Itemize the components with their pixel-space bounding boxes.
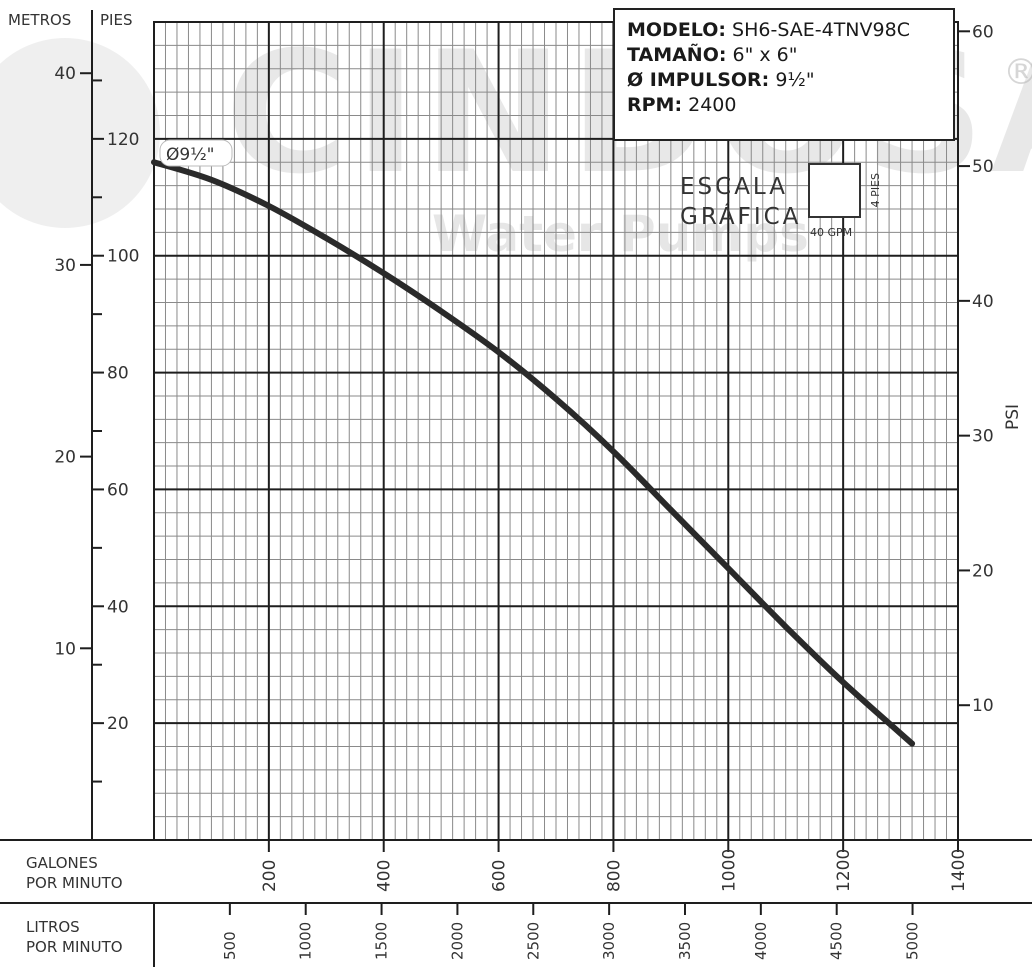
axis-label-gpm-line1: GALONES (26, 854, 98, 872)
info-model-label: MODELO: (627, 19, 726, 41)
info-size-value: 6" x 6" (732, 44, 798, 66)
info-model-value: SH6-SAE-4TNV98C (732, 19, 910, 41)
psi-tick-label: 10 (972, 696, 994, 716)
info-size-row: TAMAÑO: 6" x 6" (627, 43, 941, 68)
metros-tick-label: 40 (54, 64, 76, 84)
lpm-tick-label: 1000 (297, 922, 315, 960)
info-size-label: TAMAÑO: (627, 44, 727, 66)
scale-legend-text: ESCALA GRÁFICA (680, 172, 801, 232)
curve-label: Ø9½" (166, 145, 215, 165)
pies-tick-label: 40 (107, 597, 129, 617)
chart-ticks: 20 40 60 80 100 120 10 20 30 40 10 20 30 40 50 60 200 400… (54, 22, 993, 960)
lpm-tick-label: 2500 (524, 922, 542, 960)
gpm-tick-label: 800 (604, 860, 624, 892)
pies-tick-label: 20 (107, 714, 129, 734)
pies-tick-label: 80 (107, 364, 129, 384)
info-model-row: MODELO: SH6-SAE-4TNV98C (627, 18, 941, 43)
metros-tick-label: 30 (54, 256, 76, 276)
watermark-registered-mark: ® (1003, 52, 1032, 93)
chart-axes (0, 10, 1032, 967)
gpm-tick-label: 600 (490, 860, 510, 892)
info-impeller-row: Ø IMPULSOR: 9½" (627, 68, 941, 93)
psi-tick-label: 40 (972, 292, 994, 312)
lpm-tick-label: 500 (221, 931, 239, 960)
psi-tick-label: 50 (972, 157, 994, 177)
gpm-tick-label: 400 (375, 860, 395, 892)
metros-tick-label: 10 (54, 639, 76, 659)
lpm-tick-label: 4000 (752, 922, 770, 960)
pump-info-box: MODELO: SH6-SAE-4TNV98C TAMAÑO: 6" x 6" … (613, 8, 955, 141)
pies-tick-label: 60 (107, 480, 129, 500)
info-rpm-value: 2400 (688, 94, 737, 116)
axis-label-lpm-line2: POR MINUTO (26, 938, 123, 956)
info-impeller-value: 9½" (775, 69, 815, 91)
lpm-tick-label: 4500 (828, 922, 846, 960)
curve-label-group: Ø9½" (159, 139, 233, 167)
psi-tick-label: 30 (972, 427, 994, 447)
scale-legend-width-label: 40 GPM (810, 226, 853, 239)
info-rpm-label: RPM: (627, 94, 683, 116)
scale-legend-line2: GRÁFICA (680, 204, 802, 230)
psi-tick-label: 60 (972, 22, 994, 42)
lpm-tick-label: 3500 (676, 922, 694, 960)
psi-tick-label: 20 (972, 561, 994, 581)
axis-label-gpm-line2: POR MINUTO (26, 874, 123, 892)
info-impeller-label: Ø IMPULSOR: (627, 69, 770, 91)
gpm-tick-label: 1000 (719, 849, 739, 892)
gpm-tick-label: 200 (260, 860, 280, 892)
scale-legend-line1: ESCALA (680, 174, 789, 200)
metros-tick-label: 20 (54, 448, 76, 468)
axis-label-psi: PSI (1003, 404, 1023, 430)
lpm-tick-label: 2000 (448, 922, 466, 960)
lpm-tick-label: 1500 (373, 922, 391, 960)
info-rpm-row: RPM: 2400 (627, 93, 941, 118)
lpm-tick-label: 3000 (600, 922, 618, 960)
axis-label-pies: PIES (100, 11, 132, 29)
scale-legend-square (808, 163, 861, 218)
axis-label-metros: METROS (8, 11, 71, 29)
gpm-tick-label: 1400 (949, 849, 969, 892)
pies-tick-label: 120 (107, 130, 139, 150)
gpm-tick-label: 1200 (834, 849, 854, 892)
axis-label-lpm-line1: LITROS (26, 918, 80, 936)
scale-legend-height-label: 4 PIES (869, 173, 882, 208)
pump-curve-line (151, 159, 916, 747)
pies-tick-label: 100 (107, 247, 139, 267)
lpm-tick-label: 5000 (904, 922, 922, 960)
chart-grid (153, 21, 959, 841)
